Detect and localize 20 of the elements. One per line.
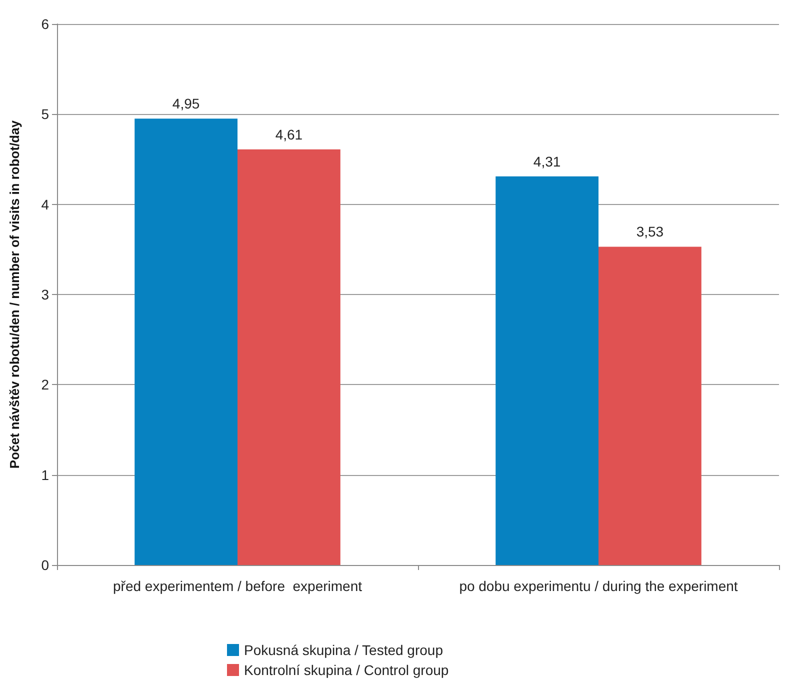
- bar: [496, 176, 598, 565]
- y-tick-label: 1: [41, 466, 50, 483]
- y-tick-label: 5: [41, 106, 50, 122]
- y-tick-label: 6: [41, 16, 50, 32]
- bar: [598, 246, 702, 565]
- data-label: 3,53: [636, 224, 664, 240]
- bar: [238, 149, 340, 565]
- y-tick-label: 0: [41, 557, 50, 573]
- y-tick-label: 2: [41, 376, 50, 393]
- y-tick-label: 4: [41, 196, 50, 212]
- bar: [134, 118, 238, 565]
- y-axis-title: Počet návštěv robotu/den / number of visits in robot/day: [7, 120, 22, 469]
- legend-label: Kontrolní skupina / Control group: [244, 662, 449, 678]
- legend-label: Pokusná skupina / Tested group: [244, 642, 444, 658]
- x-tick-label: po dobu experimentu / during the experiment: [459, 578, 738, 594]
- data-label: 4,61: [275, 126, 303, 142]
- y-tick-label: 3: [41, 286, 50, 302]
- data-label: 4,31: [533, 153, 561, 170]
- data-label: 4,95: [172, 96, 200, 112]
- x-tick-label: před experimentem / before experiment: [112, 578, 362, 594]
